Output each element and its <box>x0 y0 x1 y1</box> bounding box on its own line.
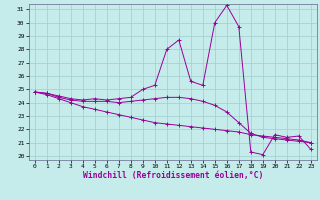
X-axis label: Windchill (Refroidissement éolien,°C): Windchill (Refroidissement éolien,°C) <box>83 171 263 180</box>
